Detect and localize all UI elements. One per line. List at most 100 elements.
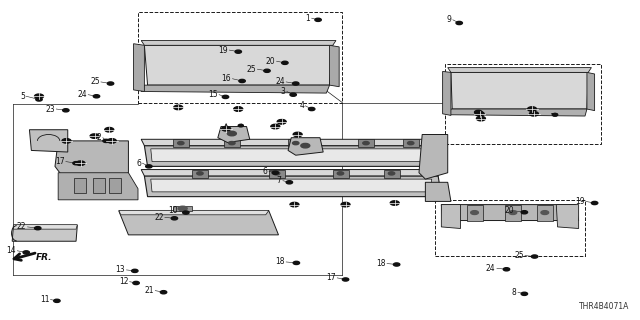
Circle shape: [227, 131, 236, 136]
Text: 15: 15: [208, 90, 218, 99]
Circle shape: [177, 141, 184, 145]
Polygon shape: [384, 170, 400, 178]
Circle shape: [337, 172, 344, 175]
Circle shape: [278, 120, 285, 124]
Circle shape: [173, 105, 182, 110]
Circle shape: [292, 141, 299, 145]
Circle shape: [552, 114, 557, 116]
Text: 19: 19: [218, 45, 228, 55]
Circle shape: [293, 261, 300, 265]
Text: 4: 4: [299, 101, 304, 110]
Circle shape: [286, 181, 292, 184]
Polygon shape: [505, 204, 521, 220]
Circle shape: [105, 127, 114, 132]
Circle shape: [390, 201, 399, 205]
Polygon shape: [145, 146, 442, 166]
Circle shape: [93, 95, 100, 98]
Circle shape: [591, 201, 598, 204]
Polygon shape: [218, 126, 250, 142]
Polygon shape: [192, 170, 208, 178]
Polygon shape: [333, 170, 349, 178]
Text: 18: 18: [275, 258, 285, 267]
Circle shape: [521, 292, 527, 295]
Polygon shape: [450, 109, 587, 116]
Text: 22: 22: [154, 213, 164, 222]
Circle shape: [172, 217, 177, 220]
Text: 17: 17: [326, 273, 336, 282]
Circle shape: [103, 139, 109, 142]
Polygon shape: [141, 85, 330, 93]
Circle shape: [178, 206, 187, 211]
Circle shape: [182, 211, 189, 214]
Polygon shape: [13, 225, 77, 229]
Circle shape: [36, 98, 42, 101]
Circle shape: [470, 211, 478, 214]
Polygon shape: [442, 204, 579, 220]
Text: 20: 20: [504, 206, 514, 215]
Circle shape: [234, 107, 242, 111]
Polygon shape: [141, 139, 438, 146]
Circle shape: [363, 141, 369, 145]
Circle shape: [509, 211, 516, 214]
Polygon shape: [426, 182, 451, 201]
Text: 13: 13: [116, 265, 125, 275]
Polygon shape: [419, 134, 448, 179]
Polygon shape: [269, 170, 285, 178]
Text: 22: 22: [17, 222, 26, 231]
Text: 20: 20: [266, 57, 275, 66]
Text: 24: 24: [77, 90, 87, 99]
Polygon shape: [119, 210, 269, 215]
Circle shape: [146, 165, 152, 168]
Text: 6: 6: [263, 167, 268, 176]
Text: 2: 2: [97, 133, 102, 142]
Circle shape: [290, 202, 299, 207]
Circle shape: [394, 263, 400, 266]
Circle shape: [222, 95, 228, 99]
Circle shape: [73, 162, 79, 165]
Polygon shape: [358, 139, 374, 147]
Bar: [435, 200, 585, 256]
Circle shape: [290, 93, 296, 96]
Circle shape: [342, 278, 349, 281]
Circle shape: [133, 281, 140, 284]
Polygon shape: [403, 139, 419, 147]
Polygon shape: [151, 179, 432, 192]
Text: 1: 1: [306, 14, 310, 23]
Circle shape: [282, 61, 288, 64]
Circle shape: [308, 108, 315, 111]
Circle shape: [456, 21, 463, 25]
Polygon shape: [537, 204, 553, 220]
Circle shape: [196, 172, 203, 175]
Circle shape: [292, 82, 299, 85]
Circle shape: [271, 124, 280, 129]
Text: 25: 25: [514, 251, 524, 260]
Circle shape: [531, 255, 538, 258]
Polygon shape: [55, 141, 129, 186]
Text: 18: 18: [376, 259, 386, 268]
Polygon shape: [288, 138, 323, 155]
Text: 25: 25: [246, 65, 256, 74]
Circle shape: [341, 202, 350, 207]
Circle shape: [474, 110, 482, 114]
Polygon shape: [467, 204, 483, 220]
Circle shape: [521, 211, 527, 214]
Text: 7: 7: [277, 176, 282, 185]
Circle shape: [293, 132, 302, 137]
Circle shape: [476, 116, 485, 121]
Circle shape: [54, 299, 60, 302]
Circle shape: [552, 114, 557, 116]
Circle shape: [264, 69, 270, 72]
Circle shape: [301, 143, 310, 148]
Text: 17: 17: [55, 157, 65, 166]
Polygon shape: [58, 173, 138, 200]
Polygon shape: [12, 225, 77, 241]
Circle shape: [388, 172, 395, 175]
Circle shape: [108, 139, 116, 143]
Circle shape: [234, 107, 243, 111]
Text: 5: 5: [20, 92, 25, 101]
Circle shape: [62, 139, 71, 143]
Polygon shape: [173, 206, 192, 211]
Bar: [138, 12, 342, 103]
Circle shape: [239, 79, 245, 83]
Text: 12: 12: [119, 277, 129, 286]
